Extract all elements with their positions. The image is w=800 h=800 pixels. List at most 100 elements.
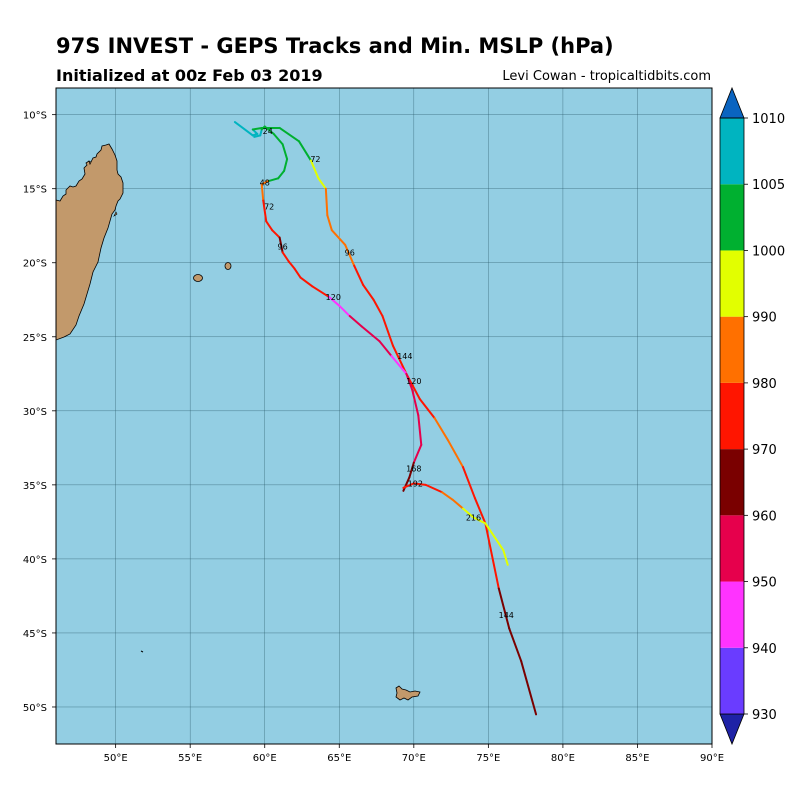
lon-tick-label: 65°E: [327, 753, 351, 764]
colorbar-label: 940: [752, 642, 777, 657]
track-segment: [281, 251, 290, 263]
track-segment: [493, 535, 505, 552]
track-segment: [330, 229, 347, 246]
forecast-hour-label: 24: [263, 127, 273, 136]
lat-tick-label: 40°S: [23, 555, 47, 566]
track-segment: [472, 516, 487, 525]
track-segment: [391, 344, 408, 375]
track-segment: [372, 298, 384, 318]
track-segment: [402, 476, 411, 492]
track-segment: [259, 128, 263, 137]
track-segment: [324, 187, 329, 217]
reunion-island: [193, 274, 203, 282]
lon-tick-label: 55°E: [178, 753, 202, 764]
track-segment: [353, 264, 365, 286]
lat-tick-label: 10°S: [23, 111, 47, 122]
forecast-hour-label: 72: [264, 202, 274, 211]
track-segment: [412, 482, 427, 486]
colorbar-bin: [720, 515, 744, 582]
chart-title: 97S INVEST - GEPS Tracks and Min. MSLP (…: [56, 34, 614, 58]
forecast-hour-label: 96: [278, 242, 288, 251]
colorbar-bin: [720, 118, 744, 185]
landmasses: [56, 143, 421, 701]
colorbar-label: 990: [752, 311, 777, 326]
colorbar-label: 1005: [752, 178, 785, 193]
crozet-island: [140, 650, 144, 653]
track-segment: [266, 177, 280, 183]
track-segment: [408, 461, 415, 479]
track-segment: [299, 276, 314, 288]
track-segment: [473, 497, 487, 525]
lon-tick-label: 75°E: [476, 753, 500, 764]
colorbar-label: 1010: [752, 112, 785, 127]
forecast-hour-label: 48: [260, 179, 270, 188]
ensemble-tracks: [233, 121, 538, 716]
track-segment: [424, 483, 444, 494]
forecast-hour-label: 120: [406, 377, 421, 386]
pressure-colorbar: 930 940 950 960 970 980 990 1000 1005 1010: [719, 86, 785, 746]
track-segment: [251, 126, 263, 131]
track-segment: [298, 140, 312, 162]
lon-tick-label: 90°E: [700, 753, 724, 764]
track-segment: [317, 177, 327, 190]
track-segment: [462, 507, 475, 519]
colorbar-label: 930: [752, 708, 777, 723]
track-segment: [390, 355, 408, 375]
track-segment: [451, 498, 465, 510]
nosy-be-islet: [88, 160, 92, 165]
forecast-hour-label: 168: [406, 465, 421, 474]
track-segment: [417, 414, 423, 446]
forecast-hour-label: 192: [408, 479, 423, 488]
madagascar-land: [56, 143, 124, 341]
lat-tick-label: 45°S: [23, 629, 47, 640]
map-frame: [55, 87, 713, 745]
track-segment: [278, 126, 301, 143]
axis-ticks: 50°E 55°E 60°E 65°E 70°E 75°E 80°E 85°E 90°E 10°S…: [23, 111, 724, 764]
madagascar-islet: [113, 211, 118, 217]
track-segment: [311, 285, 330, 298]
track-segment: [484, 522, 496, 538]
lon-tick-label: 60°E: [253, 753, 277, 764]
colorbar-label: 980: [752, 377, 777, 392]
forecast-hour-label: 144: [499, 611, 514, 620]
track-segment: [502, 549, 509, 566]
forecast-hour-label: 144: [397, 352, 412, 361]
kerguelen-islands: [395, 685, 421, 701]
colorbar-label: 960: [752, 509, 777, 524]
track-segment: [263, 125, 275, 135]
track-segment: [272, 132, 284, 146]
track-segment: [260, 183, 265, 202]
colorbar-upper-extend: [719, 86, 745, 119]
lat-tick-label: 15°S: [23, 185, 47, 196]
track-segment: [277, 169, 286, 180]
track-segment: [265, 220, 274, 232]
track-segment: [378, 340, 393, 358]
lat-tick-label: 25°S: [23, 333, 47, 344]
forecast-hour-label: 120: [326, 293, 341, 302]
init-time-subtitle: Initialized at 00z Feb 03 2019: [56, 66, 323, 85]
colorbar-bin: [720, 449, 744, 516]
lon-tick-label: 70°E: [402, 753, 426, 764]
credit-text: Levi Cowan - tropicaltidbits.com: [502, 69, 711, 84]
track-segment: [253, 134, 262, 138]
forecast-hour-labels: 24 72 96 144 144 48 72 96 120 120 168 192 216: [260, 127, 514, 620]
track-segment: [462, 466, 476, 500]
track-segment: [293, 267, 302, 279]
track-segment: [344, 243, 356, 267]
track-segment: [326, 214, 333, 232]
track-segment: [283, 158, 289, 172]
track-segment: [327, 295, 341, 307]
track-segment: [278, 236, 284, 254]
lon-tick-label: 80°E: [551, 753, 575, 764]
lat-tick-label: 20°S: [23, 259, 47, 270]
colorbar-bin: [720, 382, 744, 450]
track-segment: [520, 660, 538, 716]
colorbar-frame: [719, 117, 745, 715]
colorbar-bin: [720, 316, 744, 383]
track-segment: [338, 304, 351, 318]
track-segment: [260, 180, 269, 186]
lat-lon-grid: [56, 88, 712, 744]
track-segment: [281, 143, 289, 161]
track-segment: [497, 587, 511, 630]
